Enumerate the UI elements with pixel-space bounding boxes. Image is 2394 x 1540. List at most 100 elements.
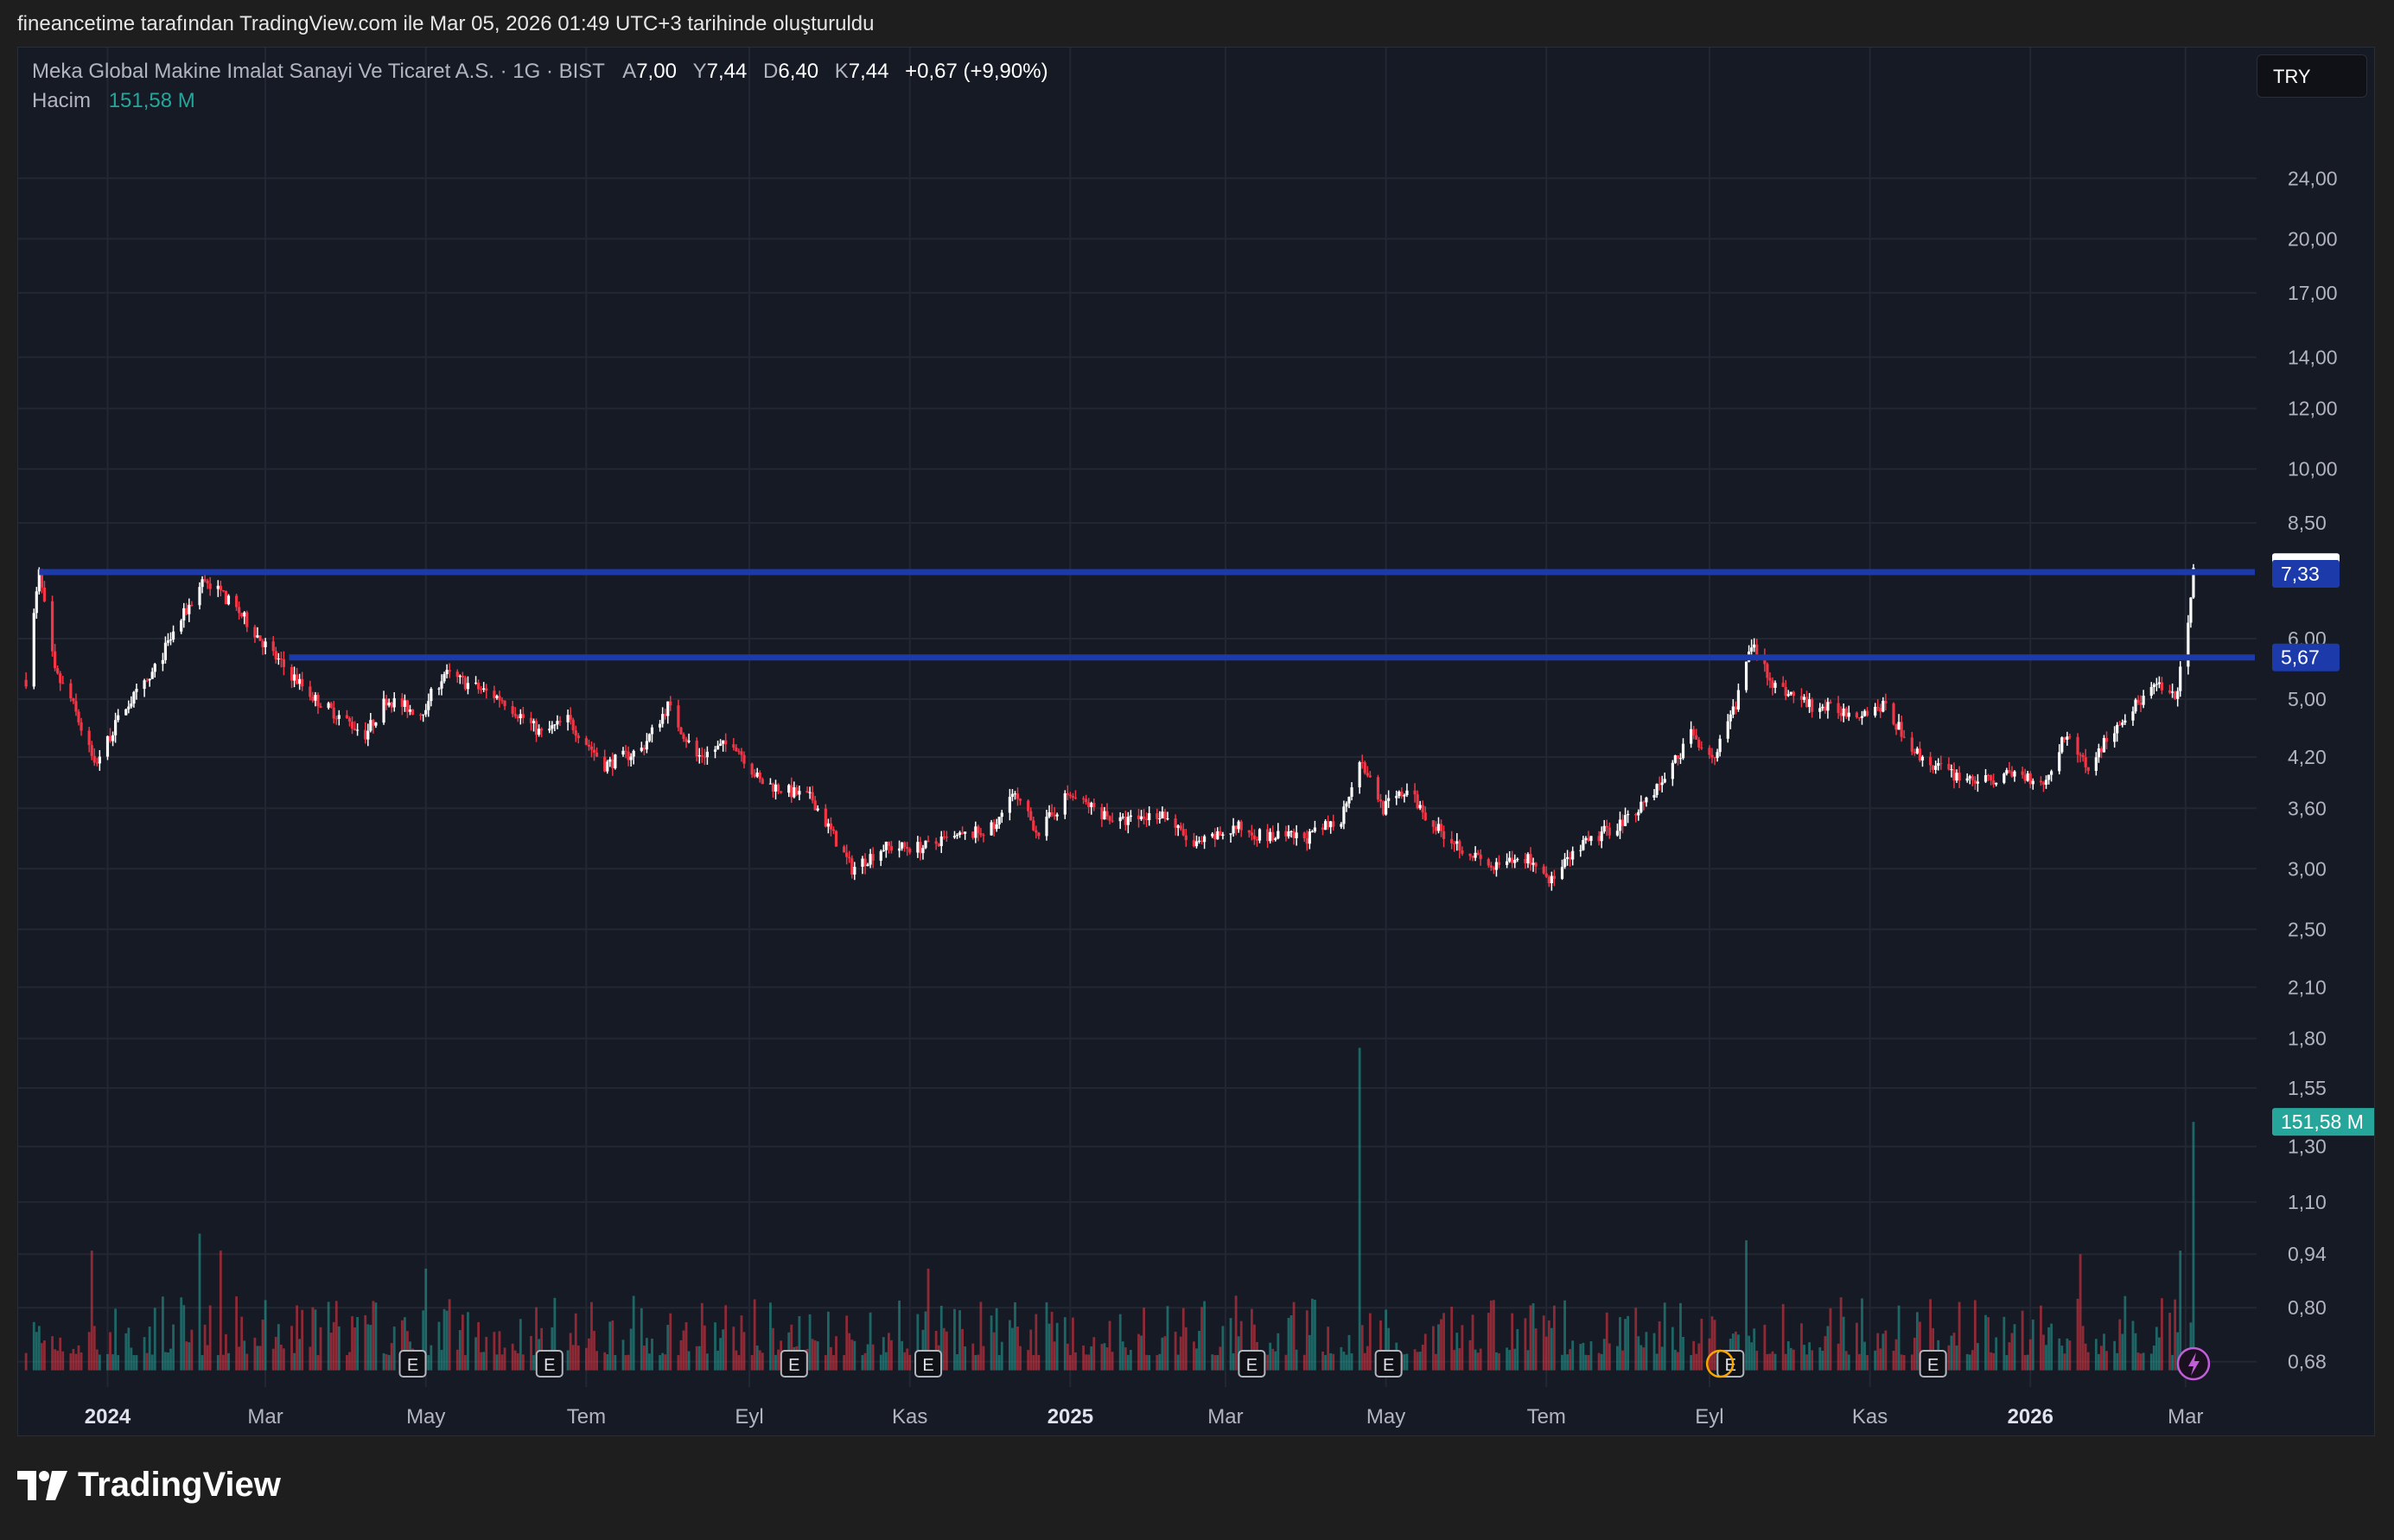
volume-bar (1587, 1355, 1590, 1371)
candle (2123, 720, 2127, 723)
candle (1423, 812, 1427, 821)
candle (1434, 826, 1438, 831)
earnings-marker (1716, 1350, 1745, 1378)
volume-bar (37, 1326, 41, 1371)
candle (1145, 818, 1149, 821)
volume-bar (2168, 1313, 2171, 1371)
candle (532, 721, 536, 723)
candle (716, 745, 720, 750)
candle (403, 700, 406, 707)
volume-bar (1413, 1349, 1417, 1371)
volume-bar (661, 1352, 665, 1371)
volume-bar (1579, 1344, 1582, 1371)
volume-bar (143, 1337, 146, 1371)
volume-bar (2068, 1340, 2072, 1371)
candle (901, 842, 904, 849)
candle (1660, 782, 1664, 786)
tradingview-logo[interactable]: TradingView (17, 1466, 281, 1505)
candle (245, 612, 249, 627)
volume-bar (503, 1347, 506, 1371)
volume-bar (798, 1316, 801, 1371)
candle (1642, 801, 1646, 803)
volume-bar (1671, 1327, 1674, 1371)
candle (171, 631, 175, 640)
volume-bar (908, 1354, 912, 1371)
candle (69, 683, 73, 699)
tradingview-logo-icon (17, 1470, 67, 1500)
volume-bar (477, 1321, 481, 1371)
symbol-title[interactable]: Meka Global Makine Imalat Sanayi Ve Tica… (32, 60, 605, 83)
candle (551, 725, 554, 729)
currency-button[interactable]: TRY (2257, 54, 2367, 98)
volume-bar (848, 1333, 851, 1371)
candle (1118, 817, 1122, 822)
volume-bar (790, 1324, 793, 1371)
candle (443, 674, 446, 682)
volume-bar (1881, 1333, 1885, 1371)
candle (1232, 825, 1235, 834)
volume-bar (1652, 1333, 1656, 1371)
volume-label[interactable]: Hacim (32, 89, 92, 112)
candle (2002, 773, 2006, 783)
volume-bar (1143, 1308, 1146, 1371)
volume-bar (356, 1316, 360, 1371)
candle (298, 678, 302, 684)
chart-panel[interactable]: E E E E E E E E 24,00 20,00 17,00 14,00 12,00 10,00 8,… (17, 47, 2375, 1436)
candle (824, 808, 827, 827)
earnings-marker-icon: E (1246, 1356, 1257, 1375)
candle (1453, 843, 1456, 844)
candle (1174, 818, 1177, 828)
candle (1458, 841, 1461, 851)
volume-bar (1550, 1327, 1553, 1371)
volume-bar (882, 1337, 885, 1371)
volume-bar (1847, 1354, 1850, 1371)
candle (887, 842, 890, 846)
candle (1431, 820, 1435, 827)
volume-bar (816, 1341, 819, 1371)
volume-bar (584, 1347, 588, 1371)
candle (1310, 831, 1314, 833)
volume-bar (1619, 1317, 1621, 1371)
candle (1321, 827, 1325, 830)
volume-bar (1027, 1350, 1030, 1371)
candle (629, 756, 633, 760)
price-chart[interactable]: E E E E E E E E24,0020,0017,0014,0012,0010,008,… (18, 48, 2375, 1436)
volume-bar (811, 1339, 814, 1371)
candle (2086, 767, 2090, 771)
candle (569, 715, 572, 720)
volume-bar (1529, 1305, 1532, 1371)
candle (1826, 702, 1830, 711)
y-tick-label: 8,50 (2288, 512, 2327, 534)
candle (2013, 771, 2016, 777)
volume-bar (369, 1325, 372, 1371)
volume-bar (1203, 1301, 1207, 1371)
candle (498, 696, 501, 701)
candle (256, 635, 259, 638)
volume-bar (1637, 1336, 1640, 1371)
volume-bar (832, 1355, 835, 1371)
volume-bar (351, 1316, 353, 1371)
candle (1010, 793, 1015, 798)
volume-bar (1292, 1301, 1296, 1371)
volume-bar (1621, 1350, 1624, 1371)
candle (1008, 797, 1011, 813)
candle (1124, 817, 1127, 825)
volume-bar (1800, 1323, 1803, 1371)
candle (1403, 795, 1406, 797)
last-volume-tag-bg (2272, 1108, 2374, 1136)
volume-bar (132, 1355, 136, 1371)
volume-bar (1708, 1338, 1711, 1371)
volume-bar (198, 1233, 201, 1371)
candle (713, 749, 717, 752)
volume-bar (1511, 1313, 1514, 1371)
volume-bar (1266, 1354, 1270, 1371)
y-tick-label: 2,10 (2288, 976, 2327, 998)
candle (1913, 751, 1916, 754)
grid (18, 48, 2257, 1387)
candle (1137, 815, 1141, 820)
candle (695, 741, 698, 757)
candle (500, 700, 504, 702)
volume-bar (595, 1351, 598, 1371)
candle (2010, 772, 2014, 777)
volume-bar (958, 1310, 961, 1371)
